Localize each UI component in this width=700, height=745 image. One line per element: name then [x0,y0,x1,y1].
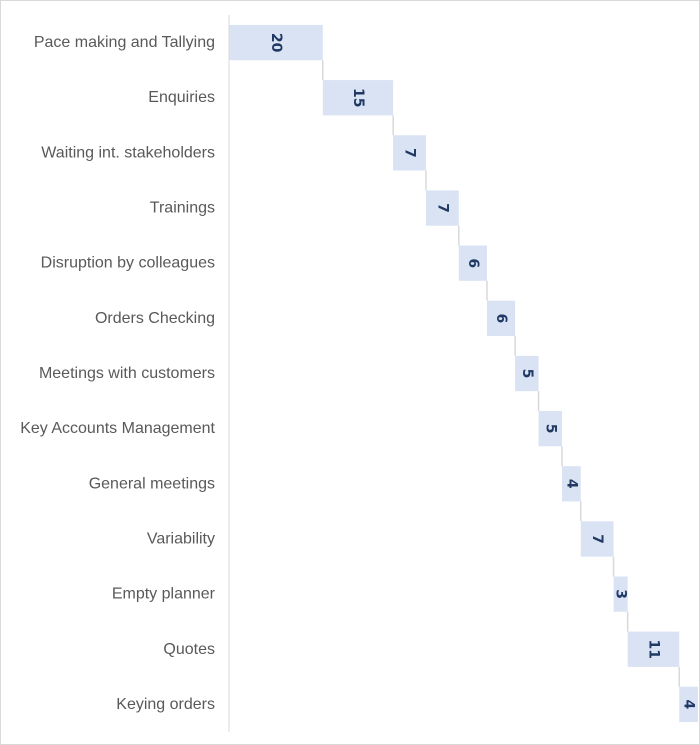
bar-7 [515,355,539,392]
data-label: 5 [519,369,535,379]
data-label: 20 [268,33,284,53]
category-label: General meetings [89,475,215,492]
data-label: 3 [613,589,629,599]
category-label: Waiting int. stakeholders [41,144,215,161]
bar-6 [486,300,516,336]
category-label: Pace making and Tallying [34,34,215,51]
bar-11 [613,576,628,612]
bar-9 [561,466,581,502]
bar-4 [425,190,459,226]
category-label: Trainings [150,200,215,217]
category-label: Quotes [163,641,215,658]
data-label: 7 [402,148,418,158]
category-label: Meetings with customers [39,365,215,382]
bar-13 [679,686,698,723]
bar-8 [538,411,562,447]
category-label: Disruption by colleagues [41,255,215,272]
bar-5 [458,245,487,281]
data-labels: 20 15 7 7 6 6 5 5 4 7 3 11 4 [268,33,697,710]
category-label: Orders Checking [95,310,215,327]
category-label: Keying orders [116,696,215,713]
bar-1 [229,24,323,61]
data-label: 4 [681,700,697,710]
bar-12 [627,631,680,667]
data-label: 15 [350,88,366,107]
data-label: 5 [542,424,558,434]
category-label: Key Accounts Management [20,420,215,437]
bars [229,24,698,723]
bar-10 [580,521,614,557]
bar-3 [393,135,426,171]
data-label: 7 [589,534,605,544]
data-label: 4 [563,479,579,489]
category-label: Enquiries [148,89,215,106]
bar-2 [322,80,394,116]
data-label: 7 [434,203,450,213]
data-label: 6 [465,258,481,268]
category-label: Variability [147,530,215,547]
category-label: Empty planner [112,586,216,603]
data-label: 11 [645,640,661,659]
connector-lines [322,60,680,687]
data-label: 6 [493,313,509,323]
category-labels: Pace making and Tallying Enquiries Waiting… [20,34,215,713]
